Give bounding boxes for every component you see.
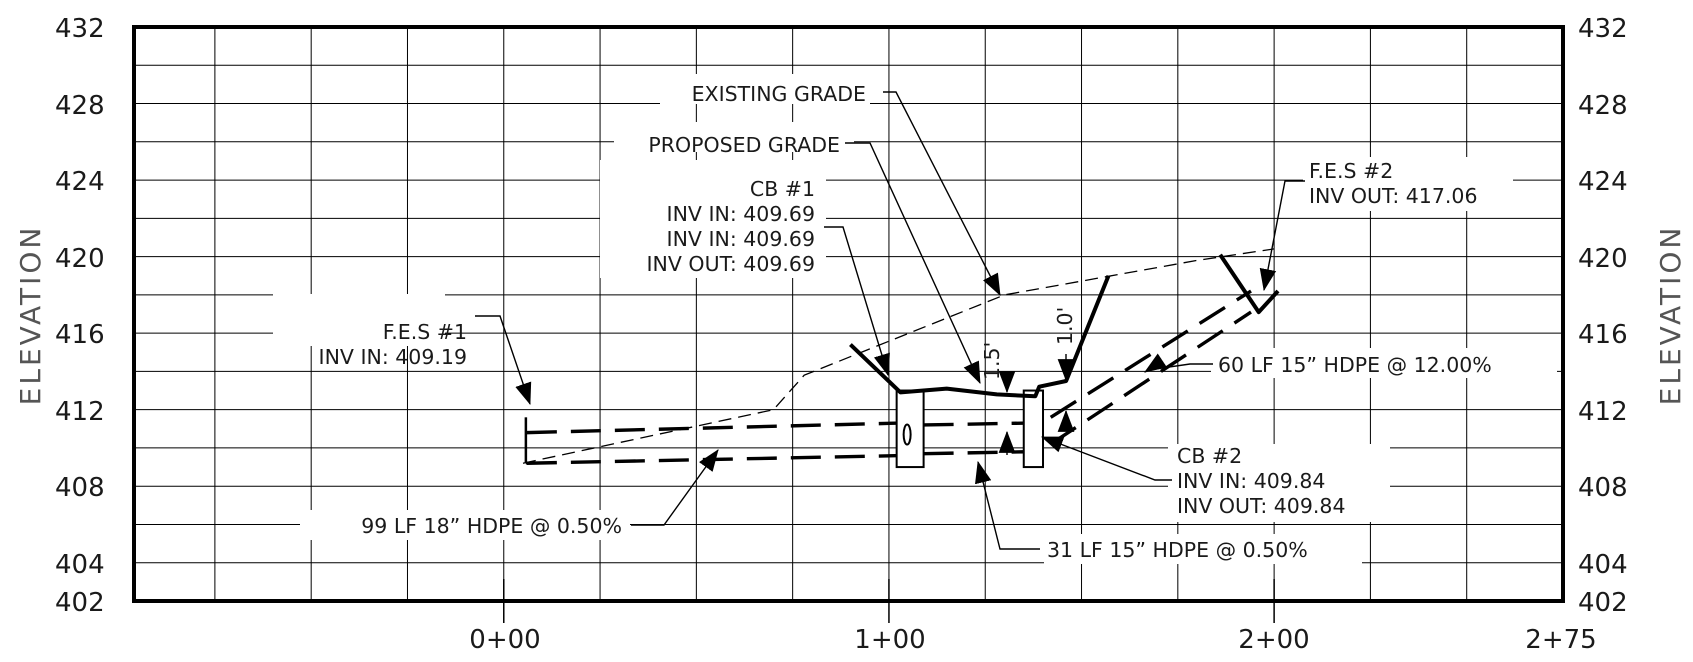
- pipe-invert-line: [1049, 310, 1252, 446]
- fes2-leader: [1259, 180, 1305, 292]
- elev-label-412: 412: [55, 397, 105, 427]
- elev-label-402-right: 402: [1578, 588, 1628, 618]
- existing-grade-label: EXISTING GRADE: [692, 82, 866, 106]
- station-labels: 0+00 1+00 2+00 2+75: [469, 625, 1596, 655]
- catch-basin-box: [1022, 389, 1045, 469]
- proposed-grade-line: [849, 253, 1280, 399]
- elev-label-432: 432: [55, 14, 105, 44]
- elev-label-428: 428: [55, 91, 105, 121]
- pipe-crown-line: [1049, 289, 1252, 419]
- plot-frame: [132, 25, 1565, 603]
- elev-label-404-right: 404: [1578, 550, 1628, 580]
- fes2-title: F.E.S #2: [1309, 159, 1393, 183]
- proposed-grade-label: PROPOSED GRADE: [648, 133, 840, 157]
- pipe-invert-line: [923, 450, 1028, 456]
- cb2-inv-out: INV OUT: 409.84: [1177, 494, 1345, 518]
- proposed-grade-leader: [845, 142, 981, 384]
- cb2-leader: [1040, 436, 1172, 481]
- proposed-grade-path: [849, 274, 1111, 399]
- fes1-title: F.E.S #1: [383, 320, 467, 344]
- cb1-leader: [824, 226, 890, 377]
- elev-label-424: 424: [55, 167, 105, 197]
- cb2-title: CB #2: [1177, 444, 1242, 468]
- station-label-2-75: 2+75: [1525, 625, 1596, 655]
- elev-label-424-right: 424: [1578, 167, 1628, 197]
- cb1-title: CB #1: [750, 177, 815, 201]
- cb2-inv-in: INV IN: 409.84: [1177, 469, 1325, 493]
- elev-label-432-right: 432: [1578, 14, 1628, 44]
- elev-label-428-right: 428: [1578, 91, 1628, 121]
- pipe-31-leader: [975, 460, 1040, 550]
- elev-label-416: 416: [55, 320, 105, 350]
- pipe-60-label: 60 LF 15” HDPE @ 12.00%: [1218, 353, 1492, 377]
- pipe-crown-line: [923, 421, 1028, 427]
- elevation-labels-left: 432 428 424 420 416 412 408 404 402: [55, 14, 105, 618]
- callout-masks: [273, 74, 1557, 564]
- existing-grade-leader: [883, 91, 1001, 296]
- existing-grade-line: [522, 248, 1275, 464]
- pipe-60-leader: [1144, 353, 1213, 373]
- elev-label-402: 402: [55, 588, 105, 618]
- fes1-leader: [475, 315, 532, 406]
- fes1-invert: INV IN: 409.19: [319, 345, 467, 369]
- elev-label-408: 408: [55, 473, 105, 503]
- elev-label-408-right: 408: [1578, 473, 1628, 503]
- station-label-1-00: 1+00: [854, 625, 925, 655]
- pipe-opening: [902, 423, 912, 446]
- right-axis-title: ELEVATION: [1654, 225, 1687, 406]
- existing-grade-path: [522, 248, 1275, 464]
- cb1-inv-out: INV OUT: 409.69: [647, 252, 815, 276]
- elev-label-412-right: 412: [1578, 397, 1628, 427]
- left-axis-title: ELEVATION: [14, 225, 47, 406]
- cover-dimensions: 1.5' 1.0': [980, 307, 1077, 455]
- cover-1-5-label: 1.5': [980, 342, 1004, 380]
- pipe-crown-line: [526, 421, 901, 435]
- elev-label-404: 404: [55, 550, 105, 580]
- cover-1-0-label: 1.0': [1053, 307, 1077, 345]
- callout-leaders: [475, 91, 1305, 550]
- pipe-99-label: 99 LF 18” HDPE @ 0.50%: [361, 514, 622, 538]
- elev-label-420: 420: [55, 244, 105, 274]
- fes2-invert: INV OUT: 417.06: [1309, 184, 1477, 208]
- elev-label-420-right: 420: [1578, 244, 1628, 274]
- proposed-grade-east-path: [1218, 253, 1280, 315]
- station-label-2-00: 2+00: [1238, 625, 1309, 655]
- catch-basins: [895, 389, 1045, 469]
- elevation-labels-right: 432 428 424 420 416 412 408 404 402: [1578, 14, 1628, 618]
- cb1-inv-in-2: INV IN: 409.69: [667, 227, 815, 251]
- callouts: F.E.S #1 INV IN: 409.19 EXISTING GRADE P…: [319, 82, 1492, 562]
- pipe-99-leader: [631, 449, 719, 526]
- cb1-inv-in-1: INV IN: 409.69: [667, 202, 815, 226]
- flared-end-sections: [524, 417, 543, 465]
- elev-label-416-right: 416: [1578, 320, 1628, 350]
- station-label-0-00: 0+00: [469, 625, 540, 655]
- pipe-31-label: 31 LF 15” HDPE @ 0.50%: [1047, 538, 1308, 562]
